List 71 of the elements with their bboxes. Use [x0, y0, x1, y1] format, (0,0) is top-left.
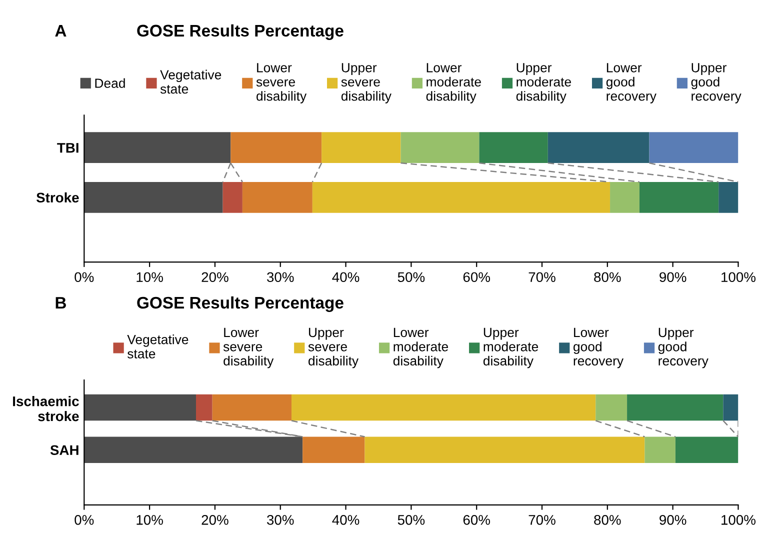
legend-label: Vegetative state: [127, 334, 188, 358]
bar: [639, 182, 719, 213]
legend-label: Upper moderate disability: [483, 328, 538, 368]
x-tick-label: 20%: [202, 515, 228, 525]
x-tick-label: 80%: [594, 272, 621, 282]
bar: [644, 436, 676, 463]
bar: [718, 182, 738, 213]
x-tick-label: 100%: [722, 272, 756, 282]
bar: [312, 182, 610, 213]
bar: [322, 132, 401, 164]
bar: [649, 132, 738, 164]
bar: [723, 394, 738, 421]
x-tick-label: 60%: [463, 272, 490, 282]
bar: [302, 436, 365, 463]
legend-label: Lower good recovery: [574, 328, 624, 368]
bar: [84, 436, 303, 463]
bar: [84, 132, 231, 164]
x-tick-label: 90%: [660, 515, 686, 525]
legend-label: Upper good recovery: [691, 63, 742, 104]
legend-label: Lower moderate disability: [393, 328, 448, 368]
bar: [675, 436, 738, 463]
x-tick-label: 20%: [202, 272, 228, 282]
x-tick-label: 70%: [528, 515, 556, 525]
bar: [596, 394, 628, 421]
bar: [212, 394, 292, 421]
x-tick-label: 50%: [398, 515, 425, 525]
x-tick-label: 90%: [660, 272, 686, 282]
x-tick-label: 70%: [528, 272, 556, 282]
x-tick-label: 0%: [74, 515, 94, 525]
x-tick-label: 100%: [722, 515, 756, 525]
bar: [230, 132, 322, 164]
x-tick-label: 80%: [594, 515, 621, 525]
bar: [222, 182, 242, 213]
legend-label: Lower moderate disability: [426, 63, 481, 104]
bar: [242, 182, 312, 213]
y-tick-label: TBI: [57, 143, 78, 153]
y-tick-label: Stroke: [36, 192, 79, 203]
legend-label: Upper severe disability: [308, 328, 359, 368]
bar: [84, 394, 196, 421]
bar: [291, 394, 596, 421]
bar: [548, 132, 650, 164]
x-tick-label: 40%: [332, 515, 360, 525]
legend-label: Lower good recovery: [606, 63, 656, 104]
x-tick-label: 30%: [267, 515, 294, 525]
x-tick-label: 60%: [463, 515, 490, 525]
legend-label: Dead: [95, 78, 125, 88]
bar: [479, 132, 548, 164]
bar: [400, 132, 480, 164]
x-tick-label: 10%: [136, 515, 163, 525]
y-tick-label: SAH: [50, 445, 78, 456]
chart-title: GOSE Results Percentage: [137, 296, 344, 312]
bar: [84, 182, 223, 213]
legend-label: Vegetative state: [160, 70, 222, 94]
x-tick-label: 40%: [332, 272, 360, 282]
text: A: [55, 25, 66, 37]
bar: [627, 394, 724, 421]
legend-label: Upper good recovery: [658, 328, 708, 368]
legend-label: Lower severe disability: [223, 328, 274, 368]
x-tick-label: 10%: [136, 272, 163, 282]
chart-title: GOSE Results Percentage: [137, 24, 344, 40]
y-tick-label: Ischaemic stroke: [13, 396, 79, 422]
bar: [196, 394, 212, 421]
bar: [364, 436, 645, 463]
x-tick-label: 0%: [74, 272, 94, 282]
legend-label: Upper severe disability: [341, 63, 392, 104]
text: B: [56, 297, 66, 309]
x-tick-label: 50%: [398, 272, 425, 282]
bar: [610, 182, 640, 213]
legend-label: Lower severe disability: [256, 63, 307, 104]
legend-label: Upper moderate disability: [516, 63, 571, 104]
x-tick-label: 30%: [267, 272, 294, 282]
